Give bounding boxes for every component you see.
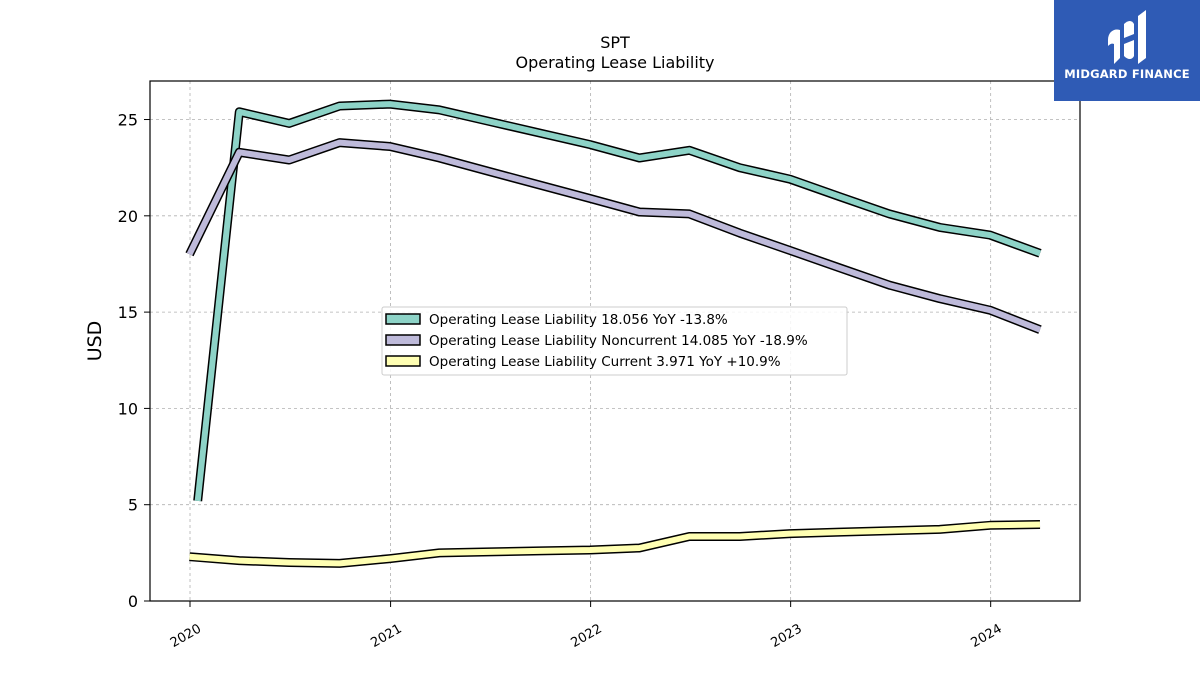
x-tick-label: 2020: [168, 621, 204, 651]
y-tick-label: 25: [118, 111, 138, 130]
legend-swatch: [385, 355, 421, 367]
y-tick-label: 0: [128, 592, 138, 611]
chart-title: SPT: [600, 33, 630, 52]
plot-frame: [149, 80, 1081, 602]
y-axis-label: USD: [84, 321, 106, 362]
series-line: [194, 101, 1042, 502]
legend-swatch: [385, 334, 421, 346]
series-line: [189, 521, 1041, 567]
x-tick-label: 2023: [768, 621, 804, 651]
legend: Operating Lease Liability 18.056 YoY -13…: [381, 306, 848, 376]
y-tick-label: 20: [118, 207, 138, 226]
brand-name: MIDGARD FINANCE: [1064, 67, 1190, 81]
series-line-outline: [185, 138, 1042, 334]
x-tick-label: 2022: [568, 621, 604, 651]
chart-subtitle: Operating Lease Liability: [515, 53, 714, 72]
legend-entry: Operating Lease Liability Noncurrent 14.…: [429, 333, 808, 349]
x-tick-label: 2021: [368, 621, 404, 651]
legend-swatch: [385, 313, 421, 325]
series-line-outline: [193, 99, 1042, 502]
y-tick-label: 15: [118, 303, 138, 322]
brand-logo-icon: [1108, 10, 1146, 64]
legend-box: [381, 306, 848, 376]
x-tick-label: 2024: [969, 621, 1005, 651]
brand-logo: MIDGARD FINANCE: [1054, 0, 1200, 101]
series-line: [186, 139, 1042, 333]
legend-entry: Operating Lease Liability Current 3.971 …: [429, 354, 781, 370]
legend-entry: Operating Lease Liability 18.056 YoY -13…: [429, 312, 728, 328]
series-lines: [185, 99, 1042, 568]
y-tick-label: 10: [118, 399, 138, 418]
y-tick-label: 5: [128, 496, 138, 515]
